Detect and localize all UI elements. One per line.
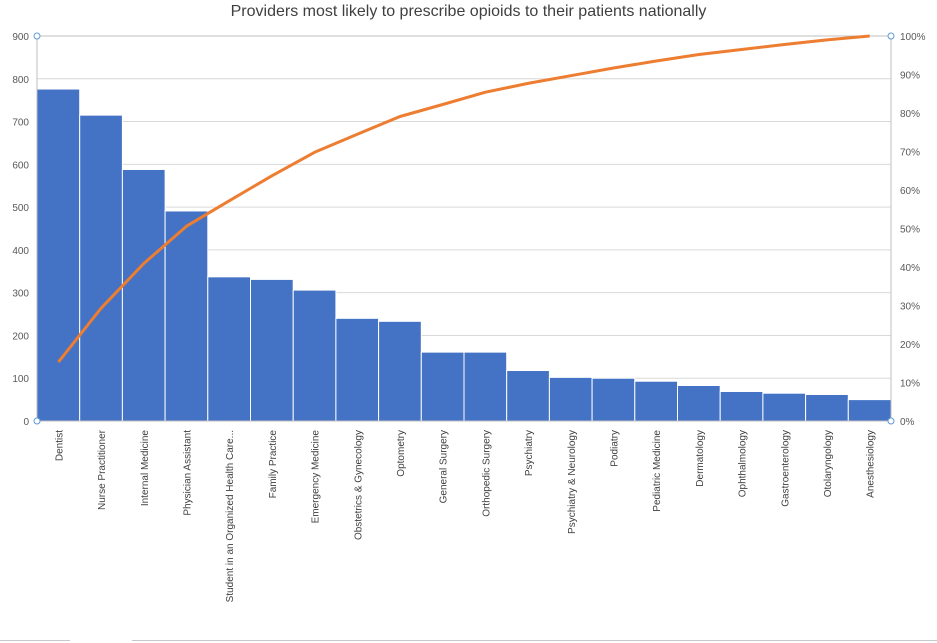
y-tick-label: 800 — [12, 75, 29, 86]
selection-handle[interactable] — [887, 32, 895, 40]
y2-tick-label: 50% — [900, 225, 920, 236]
sheet-tab-gap — [70, 639, 132, 642]
category-label: Physician Assistant — [183, 430, 194, 516]
bar[interactable] — [207, 276, 252, 422]
category-label: Pediatric Medicine — [652, 430, 663, 512]
y2-tick-label: 10% — [900, 379, 920, 390]
y-tick-label: 600 — [12, 160, 29, 171]
y-tick-label: 700 — [12, 118, 29, 129]
category-label: Optometry — [396, 430, 407, 477]
category-label: Nurse Practitioner — [97, 429, 108, 510]
bar[interactable] — [164, 210, 209, 422]
bar[interactable] — [634, 380, 678, 422]
bar[interactable] — [420, 351, 465, 422]
bar[interactable] — [121, 168, 166, 422]
y-tick-label: 300 — [12, 289, 29, 300]
category-label: Dentist — [54, 430, 65, 461]
category-label: Obstetrics & Gynecology — [353, 430, 364, 540]
bar[interactable] — [762, 392, 807, 422]
y2-tick-label: 40% — [900, 263, 920, 274]
bar[interactable] — [36, 88, 81, 422]
selection-handle[interactable] — [887, 417, 895, 425]
bar[interactable] — [463, 351, 508, 422]
category-label: General Surgery — [439, 430, 450, 503]
bar[interactable] — [292, 289, 337, 422]
bar[interactable] — [548, 376, 593, 422]
selection-handle[interactable] — [33, 417, 41, 425]
y2-tick-label: 30% — [900, 302, 920, 313]
category-label: Emergency Medicine — [311, 430, 322, 524]
y-tick-label: 900 — [12, 32, 29, 43]
y2-tick-label: 80% — [900, 109, 920, 120]
y2-tick-label: 0% — [900, 417, 915, 428]
selection-handle[interactable] — [33, 32, 41, 40]
y-tick-label: 400 — [12, 246, 29, 257]
cumulative-line[interactable] — [57, 34, 870, 364]
y2-tick-label: 90% — [900, 71, 920, 82]
bar[interactable] — [719, 390, 764, 422]
category-label: Ophthalmology — [738, 430, 749, 497]
y-tick-label: 100 — [12, 374, 29, 385]
y-tick-label: 0 — [23, 417, 29, 428]
sheet-border — [0, 640, 937, 641]
category-label: Otolaryngology — [823, 430, 834, 497]
category-label: Internal Medicine — [140, 430, 151, 507]
category-label: Gastroenterology — [780, 430, 791, 507]
bar[interactable] — [79, 114, 123, 422]
bar[interactable] — [506, 370, 550, 422]
y2-tick-label: 20% — [900, 340, 920, 351]
category-label: Dermatology — [695, 430, 706, 487]
y-tick-label: 200 — [12, 331, 29, 342]
bar[interactable] — [250, 278, 294, 422]
category-label: Psychiatry & Neurology — [567, 430, 578, 534]
category-label: Podiatry — [610, 430, 621, 467]
y-tick-label: 500 — [12, 203, 29, 214]
category-label: Anesthesiology — [866, 430, 877, 498]
bar[interactable] — [805, 393, 849, 422]
y2-tick-label: 60% — [900, 186, 920, 197]
bar[interactable] — [677, 384, 721, 422]
y2-tick-label: 100% — [900, 32, 926, 43]
category-label: Psychiatry — [524, 430, 535, 476]
bar[interactable] — [847, 399, 892, 422]
bar[interactable] — [335, 317, 380, 422]
bar[interactable] — [591, 377, 636, 422]
y2-tick-label: 70% — [900, 148, 920, 159]
bar[interactable] — [378, 320, 422, 422]
category-label: Orthopedic Surgery — [481, 430, 492, 517]
category-label: Student in an Organized Health Care... — [225, 430, 236, 602]
chart-title: Providers most likely to prescribe opioi… — [230, 3, 707, 20]
category-label: Family Practice — [268, 430, 279, 499]
